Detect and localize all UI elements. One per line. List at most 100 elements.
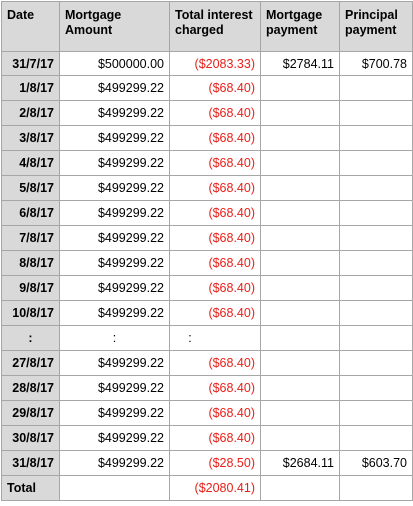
table-row: 5/8/17 $499299.22 ($68.40) xyxy=(1,175,413,201)
row-mortgage-amount: $499299.22 xyxy=(59,225,170,251)
table-row: 1/8/17 $499299.22 ($68.40) xyxy=(1,75,413,101)
row-principal-payment xyxy=(339,200,413,226)
row-mortgage-amount: $499299.22 xyxy=(59,350,170,376)
row-mortgage-payment xyxy=(260,225,340,251)
table-row: 3/8/17 $499299.22 ($68.40) xyxy=(1,125,413,151)
total-row: Total ($2080.41) xyxy=(1,475,413,501)
table-row: 28/8/17 $499299.22 ($68.40) xyxy=(1,375,413,401)
table-row: 7/8/17 $499299.22 ($68.40) xyxy=(1,225,413,251)
row-principal-payment: $603.70 xyxy=(339,450,413,476)
row-mortgage-amount: $499299.22 xyxy=(59,300,170,326)
row-total-interest: ($68.40) xyxy=(169,100,261,126)
row-mortgage-amount: $499299.22 xyxy=(59,75,170,101)
row-mortgage-payment: $2784.11 xyxy=(260,51,340,76)
row-mortgage-payment xyxy=(260,125,340,151)
row-mortgage-payment xyxy=(260,150,340,176)
row-principal-payment xyxy=(339,400,413,426)
row-date: 27/8/17 xyxy=(1,350,60,376)
row-total-interest: ($68.40) xyxy=(169,400,261,426)
table-row: 29/8/17 $499299.22 ($68.40) xyxy=(1,400,413,426)
header-principal-payment: Principal payment xyxy=(339,1,413,52)
row-mortgage-amount: $499299.22 xyxy=(59,450,170,476)
row-mortgage-payment xyxy=(260,400,340,426)
header-mortgage-amount: Mortgage Amount xyxy=(59,1,170,52)
row-total-interest: ($68.40) xyxy=(169,200,261,226)
row-mortgage-payment xyxy=(260,75,340,101)
row-principal-payment xyxy=(339,375,413,401)
table-row: 30/8/17 $499299.22 ($68.40) xyxy=(1,425,413,451)
total-principal xyxy=(339,475,413,501)
row-principal-payment xyxy=(339,125,413,151)
table-row: 31/8/17 $499299.22 ($28.50) $2684.11 $603.70 xyxy=(1,450,413,476)
header-mortgage-payment: Mortgage payment xyxy=(260,1,340,52)
row-date: 31/8/17 xyxy=(1,450,60,476)
header-total-interest: Total interest charged xyxy=(169,1,261,52)
row-principal-payment xyxy=(339,225,413,251)
row-date: 1/8/17 xyxy=(1,75,60,101)
row-principal-payment xyxy=(339,175,413,201)
row-total-interest: ($68.40) xyxy=(169,225,261,251)
row-total-interest: ($68.40) xyxy=(169,75,261,101)
row-date: 9/8/17 xyxy=(1,275,60,301)
row-total-interest: ($68.40) xyxy=(169,375,261,401)
row-principal-payment xyxy=(339,275,413,301)
row-date: 5/8/17 xyxy=(1,175,60,201)
row-date: 8/8/17 xyxy=(1,250,60,276)
row-mortgage-payment: $2684.11 xyxy=(260,450,340,476)
row-total-interest: ($68.40) xyxy=(169,250,261,276)
row-mortgage-amount: $499299.22 xyxy=(59,175,170,201)
row-mortgage-payment xyxy=(260,425,340,451)
row-total-interest: ($68.40) xyxy=(169,125,261,151)
row-mortgage-payment xyxy=(260,250,340,276)
row-mortgage-amount: $499299.22 xyxy=(59,250,170,276)
row-principal-payment xyxy=(339,75,413,101)
table-row: 8/8/17 $499299.22 ($68.40) xyxy=(1,250,413,276)
row-total-interest: ($68.40) xyxy=(169,425,261,451)
total-interest: ($2080.41) xyxy=(169,475,261,501)
table-row: ::: xyxy=(1,325,413,351)
table-row: 27/8/17 $499299.22 ($68.40) xyxy=(1,350,413,376)
row-mortgage-amount: : xyxy=(59,325,170,351)
row-mortgage-amount: $499299.22 xyxy=(59,375,170,401)
total-amount xyxy=(59,475,170,501)
row-total-interest: ($68.40) xyxy=(169,300,261,326)
row-date: 3/8/17 xyxy=(1,125,60,151)
row-total-interest: ($28.50) xyxy=(169,450,261,476)
row-total-interest: ($68.40) xyxy=(169,150,261,176)
row-mortgage-payment xyxy=(260,300,340,326)
table-body: 31/7/17 $500000.00 ($2083.33) $2784.11 $700.… xyxy=(1,51,413,501)
table-row: 6/8/17 $499299.22 ($68.40) xyxy=(1,200,413,226)
table-row: 9/8/17 $499299.22 ($68.40) xyxy=(1,275,413,301)
row-mortgage-amount: $499299.22 xyxy=(59,125,170,151)
row-date: 2/8/17 xyxy=(1,100,60,126)
row-date: 4/8/17 xyxy=(1,150,60,176)
row-principal-payment xyxy=(339,325,413,351)
row-total-interest: ($68.40) xyxy=(169,275,261,301)
row-mortgage-payment xyxy=(260,275,340,301)
row-mortgage-amount: $499299.22 xyxy=(59,275,170,301)
row-mortgage-payment xyxy=(260,175,340,201)
total-payment xyxy=(260,475,340,501)
row-mortgage-amount: $499299.22 xyxy=(59,200,170,226)
row-total-interest: ($68.40) xyxy=(169,175,261,201)
row-mortgage-amount: $499299.22 xyxy=(59,400,170,426)
row-principal-payment: $700.78 xyxy=(339,51,413,76)
row-principal-payment xyxy=(339,150,413,176)
row-date: 10/8/17 xyxy=(1,300,60,326)
row-mortgage-amount: $499299.22 xyxy=(59,100,170,126)
row-principal-payment xyxy=(339,100,413,126)
row-mortgage-amount: $500000.00 xyxy=(59,51,170,76)
row-date: : xyxy=(1,325,60,351)
table-row: 31/7/17 $500000.00 ($2083.33) $2784.11 $700.… xyxy=(1,51,413,76)
total-label: Total xyxy=(1,475,60,501)
header-row: Date Mortgage Amount Total interest char… xyxy=(1,1,413,52)
row-date: 31/7/17 xyxy=(1,51,60,76)
row-date: 6/8/17 xyxy=(1,200,60,226)
row-date: 7/8/17 xyxy=(1,225,60,251)
header-date: Date xyxy=(1,1,60,52)
row-total-interest: : xyxy=(169,325,261,351)
row-mortgage-payment xyxy=(260,375,340,401)
table-row: 2/8/17 $499299.22 ($68.40) xyxy=(1,100,413,126)
table-row: 4/8/17 $499299.22 ($68.40) xyxy=(1,150,413,176)
